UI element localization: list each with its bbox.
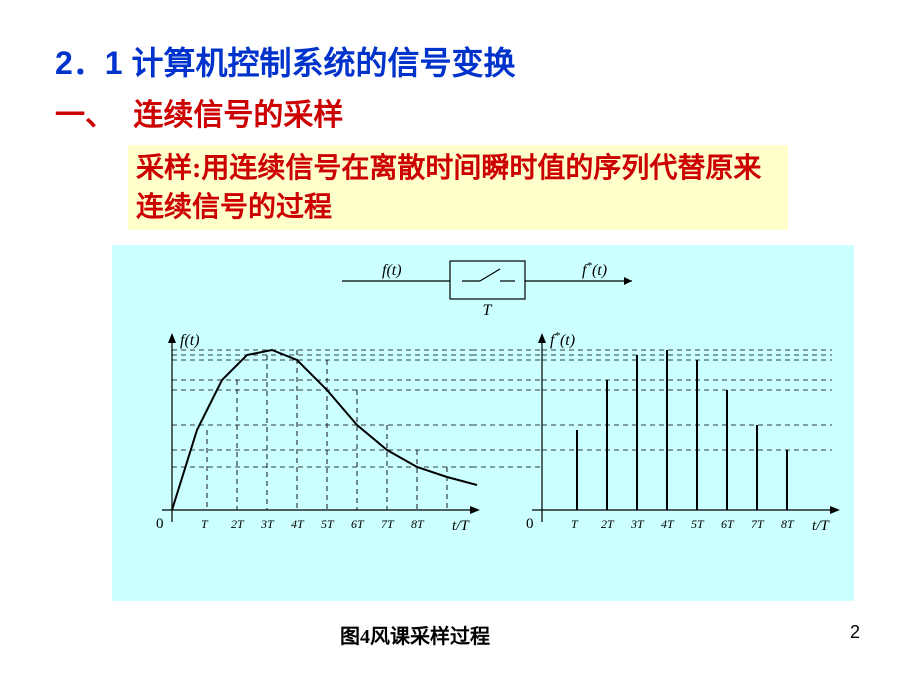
- svg-text:7T: 7T: [381, 517, 395, 531]
- svg-text:2T: 2T: [601, 517, 615, 531]
- svg-text:7T: 7T: [751, 517, 765, 531]
- svg-text:2T: 2T: [231, 517, 245, 531]
- svg-text:3T: 3T: [630, 517, 645, 531]
- figure-panel: f(t) f*(t) Tf(t) 0 t/T T 2T 3T 4T 5T 6T 7T 8T f*(t) 0 t…: [112, 245, 854, 601]
- svg-text:t/T: t/T: [452, 518, 470, 534]
- svg-text:T: T: [483, 302, 493, 319]
- svg-text:T: T: [201, 517, 209, 531]
- svg-text:6T: 6T: [721, 517, 735, 531]
- section-heading: 一、 连续信号的采样: [55, 90, 343, 134]
- figure-svg: f(t) f*(t) Tf(t) 0 t/T T 2T 3T 4T 5T 6T 7T 8T f*(t) 0 t…: [112, 245, 854, 601]
- section-text: 连续信号的采样: [133, 99, 343, 132]
- figure-caption: 图4风课采样过程: [340, 620, 490, 649]
- svg-text:f(t): f(t): [180, 332, 200, 349]
- svg-text:f*(t): f*(t): [550, 330, 575, 349]
- svg-text:4T: 4T: [661, 517, 675, 531]
- svg-text:8T: 8T: [781, 517, 795, 531]
- svg-text:0: 0: [526, 516, 534, 532]
- page-number: 2: [850, 622, 860, 643]
- svg-text:8T: 8T: [411, 517, 425, 531]
- svg-text:5T: 5T: [321, 517, 335, 531]
- page-title: 2．1 计算机控制系统的信号变换: [55, 38, 516, 84]
- svg-text:3T: 3T: [260, 517, 275, 531]
- svg-text:0: 0: [156, 516, 164, 532]
- svg-text:f*(t): f*(t): [582, 260, 607, 279]
- svg-text:t/T: t/T: [812, 518, 830, 534]
- svg-text:6T: 6T: [351, 517, 365, 531]
- definition-box: 采样:用连续信号在离散时间瞬时值的序列代替原来连续信号的过程: [128, 145, 788, 230]
- section-prefix: 一、: [55, 99, 115, 132]
- svg-text:f(t): f(t): [382, 262, 402, 279]
- svg-text:5T: 5T: [691, 517, 705, 531]
- svg-text:T: T: [571, 517, 579, 531]
- svg-text:4T: 4T: [291, 517, 305, 531]
